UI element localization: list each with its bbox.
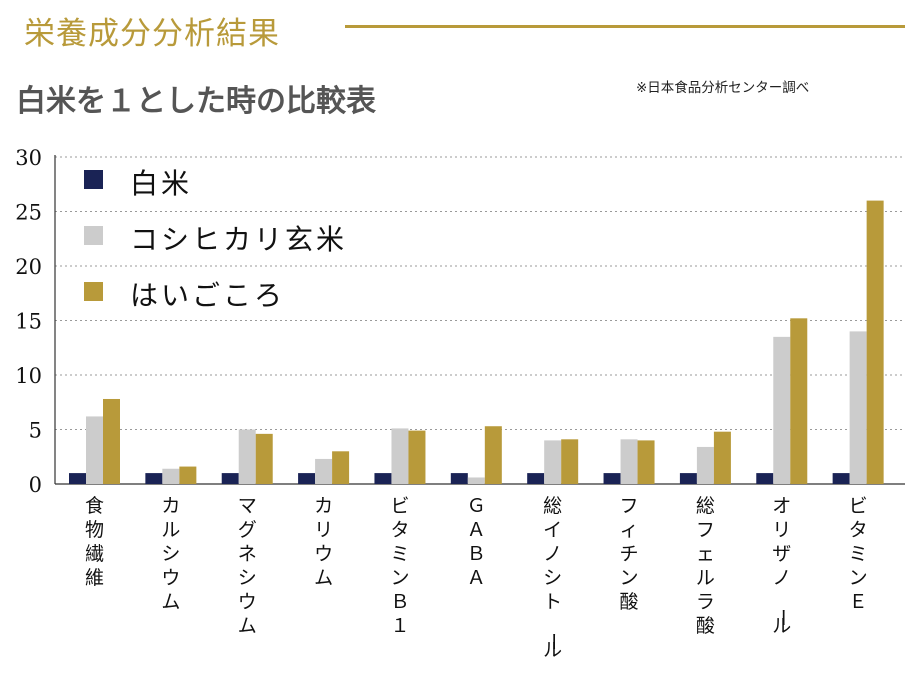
bar-haigokoro xyxy=(484,426,502,484)
bar-white-rice xyxy=(832,473,850,484)
bar-koshihikari xyxy=(849,331,867,484)
bar-haigokoro xyxy=(332,451,350,484)
legend-label-white-rice: 白米 xyxy=(130,167,193,200)
category-label: ビタミンＢ１ xyxy=(390,495,409,637)
y-tick-label: 0 xyxy=(29,473,42,497)
bar-haigokoro xyxy=(103,398,120,484)
bar-white-rice xyxy=(756,473,774,484)
bar-white-rice xyxy=(69,473,86,484)
bars xyxy=(69,200,884,484)
bar-koshihikari xyxy=(620,439,638,484)
header-title: 栄養成分分析結果 xyxy=(24,16,280,52)
bar-haigokoro xyxy=(561,439,579,484)
y-tick-label: 25 xyxy=(15,201,42,225)
bar-koshihikari xyxy=(86,416,103,484)
header-divider xyxy=(345,25,905,28)
bar-white-rice xyxy=(679,473,697,484)
category-label: オリザノール xyxy=(771,495,793,637)
bar-haigokoro xyxy=(713,431,731,484)
category-label: カルシウム xyxy=(161,495,180,613)
source-note: ※日本食品分析センター調べ xyxy=(636,80,810,96)
bar-koshihikari xyxy=(773,336,791,484)
bar-white-rice xyxy=(221,473,239,484)
legend-label-koshihikari: コシヒカリ玄米 xyxy=(130,223,348,256)
bar-koshihikari xyxy=(544,440,562,484)
legend-label-haigokoro: はいごころ xyxy=(130,279,286,312)
legend-swatch-haigokoro xyxy=(84,282,103,301)
bar-white-rice xyxy=(603,473,621,484)
category-label: カリウム xyxy=(314,495,333,589)
category-label: 総イノシトール xyxy=(542,495,564,661)
bar-koshihikari xyxy=(238,429,256,484)
bar-koshihikari xyxy=(696,446,714,484)
bar-koshihikari xyxy=(391,428,409,484)
bar-haigokoro xyxy=(790,318,808,484)
bar-white-rice xyxy=(450,473,468,484)
category-label: 総フェルラ酸 xyxy=(696,495,715,637)
bar-koshihikari xyxy=(162,468,180,484)
category-label: ＧＡＢＡ xyxy=(467,495,486,589)
legend-swatch-white-rice xyxy=(84,170,103,189)
category-label: マグネシウム xyxy=(238,495,257,637)
chart-subtitle: 白米を１とした時の比較表 xyxy=(16,84,376,119)
y-tick-label: 30 xyxy=(15,146,42,170)
y-tick-label: 15 xyxy=(15,310,42,334)
bar-white-rice xyxy=(374,473,392,484)
bar-koshihikari xyxy=(315,458,333,484)
bar-haigokoro xyxy=(866,200,884,484)
category-label: フィチン酸 xyxy=(620,495,639,613)
bar-white-rice xyxy=(298,473,316,484)
bar-koshihikari xyxy=(467,477,485,484)
bar-haigokoro xyxy=(637,440,655,484)
bar-haigokoro xyxy=(408,430,426,484)
y-tick-label: 20 xyxy=(15,255,42,279)
category-label: 食物繊維 xyxy=(85,495,104,589)
bar-haigokoro xyxy=(255,433,273,484)
legend-swatch-koshihikari xyxy=(84,226,103,245)
gridlines xyxy=(55,156,905,430)
bar-haigokoro xyxy=(179,466,197,484)
category-label: ビタミンＥ xyxy=(849,495,868,613)
axis-labels: 0 5 10 15 20 25 30 食物繊維 カルシウム マグネシウム カリウム ビタミンＢ１ ＧＡＢ… xyxy=(15,146,867,661)
y-tick-label: 5 xyxy=(29,419,42,443)
bar-white-rice xyxy=(527,473,545,484)
bar-white-rice xyxy=(145,473,163,484)
y-tick-label: 10 xyxy=(15,364,42,388)
